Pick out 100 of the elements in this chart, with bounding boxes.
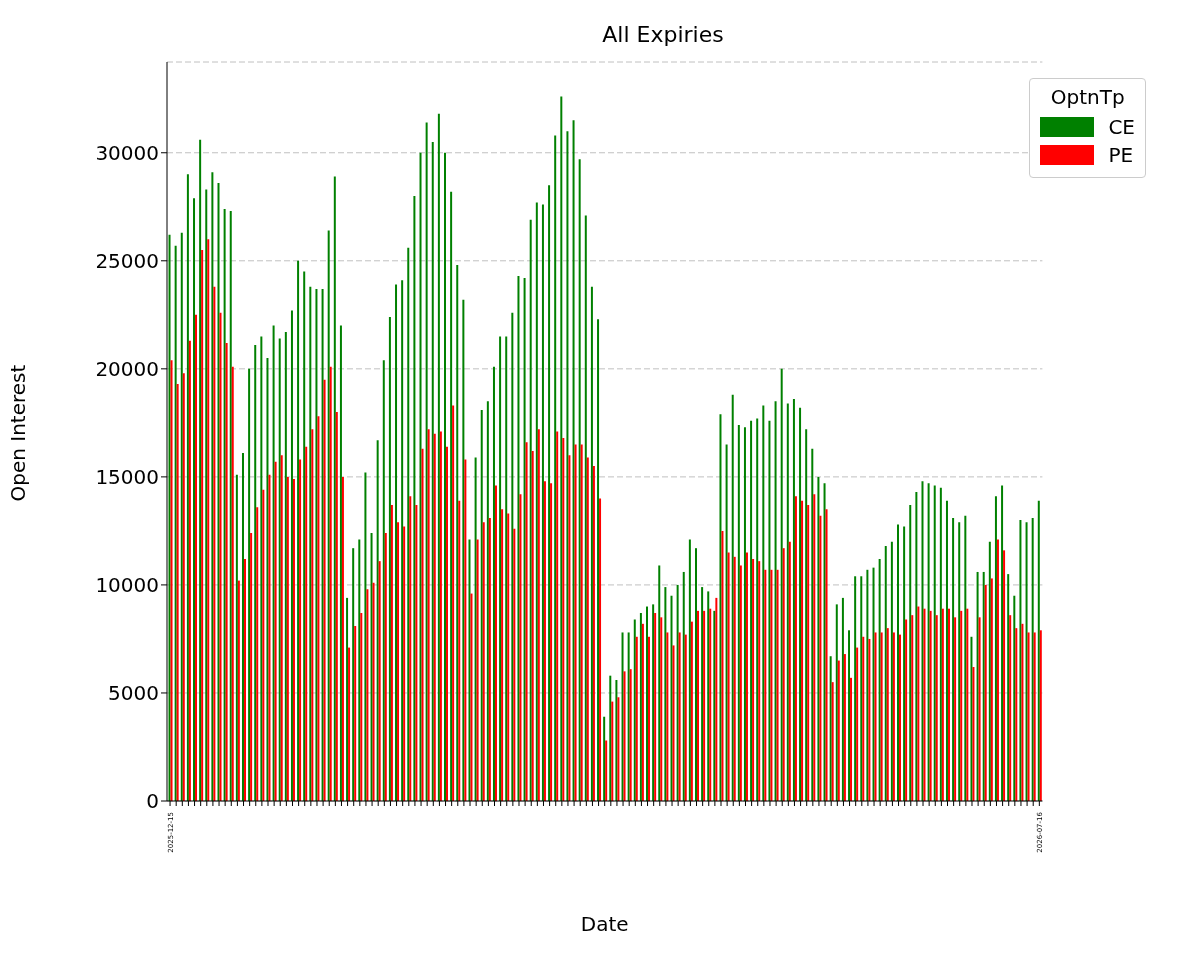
bar — [994, 496, 997, 801]
bar — [456, 265, 459, 801]
bar — [905, 619, 908, 801]
bar — [923, 608, 926, 801]
bar — [660, 617, 663, 801]
bar — [360, 613, 363, 801]
bar — [299, 459, 302, 801]
y-tick-label: 20000 — [95, 356, 159, 381]
bar — [972, 667, 975, 801]
y-tick-label: 5000 — [108, 681, 159, 706]
bar — [731, 394, 734, 801]
y-axis-title: Open Interest — [6, 364, 31, 502]
bar — [513, 528, 516, 801]
bar — [984, 584, 987, 801]
bar — [823, 483, 826, 801]
bar — [568, 455, 571, 801]
bar — [464, 459, 467, 801]
bar — [807, 504, 810, 801]
bar — [592, 466, 595, 801]
bar — [854, 576, 857, 801]
bar — [739, 565, 742, 801]
bar — [1031, 517, 1034, 801]
bar — [903, 526, 906, 801]
bar — [676, 584, 679, 801]
bar — [770, 569, 773, 801]
bar — [266, 358, 269, 801]
bar — [217, 183, 220, 801]
bar — [235, 474, 238, 801]
bar — [297, 260, 300, 801]
y-tick-label: 10000 — [95, 573, 159, 598]
bar — [666, 632, 669, 801]
bar — [743, 427, 746, 801]
bar — [941, 608, 944, 801]
bar — [268, 474, 271, 801]
bar — [684, 634, 687, 801]
bar — [829, 656, 832, 801]
bar — [715, 597, 718, 801]
bar — [737, 425, 740, 801]
bar — [305, 446, 308, 801]
bar — [629, 669, 632, 801]
bar — [476, 539, 479, 801]
bar — [321, 288, 324, 801]
bar — [890, 541, 893, 801]
bar — [947, 608, 950, 801]
bar — [274, 461, 277, 801]
bar — [848, 630, 851, 801]
bar — [262, 489, 265, 801]
bar — [462, 299, 465, 801]
bar — [352, 548, 355, 801]
bar — [599, 498, 602, 801]
bar — [425, 122, 428, 801]
bar — [874, 632, 877, 801]
bar — [635, 636, 638, 801]
bar — [615, 679, 618, 801]
bar — [468, 539, 471, 801]
bar — [229, 211, 232, 801]
bar — [856, 647, 859, 801]
bar — [421, 448, 424, 801]
bar — [507, 513, 510, 801]
bar — [1015, 628, 1018, 801]
bar — [672, 645, 675, 801]
bar — [703, 610, 706, 801]
bar — [272, 325, 275, 801]
bar — [909, 504, 912, 801]
bar — [1003, 550, 1006, 801]
bar — [884, 546, 887, 801]
bar — [494, 485, 497, 801]
bar — [201, 249, 204, 801]
bar — [444, 152, 446, 801]
bar — [733, 556, 736, 801]
bar — [556, 431, 559, 801]
bar — [458, 500, 461, 801]
bar — [709, 608, 712, 801]
bar — [690, 621, 693, 801]
bar — [1001, 485, 1004, 801]
bar — [750, 420, 753, 801]
bar — [584, 215, 587, 801]
bar — [792, 399, 795, 801]
bar — [837, 660, 840, 801]
bar — [639, 613, 642, 801]
bar — [935, 615, 938, 801]
bar — [182, 373, 185, 801]
bar — [286, 476, 289, 801]
bar — [525, 442, 528, 801]
bar — [978, 617, 981, 801]
bar — [768, 420, 771, 801]
bar — [413, 195, 416, 801]
bar — [388, 316, 391, 801]
bar — [241, 453, 244, 801]
bar — [382, 360, 385, 801]
bar — [186, 174, 189, 801]
bar — [517, 275, 520, 801]
bar — [419, 152, 422, 801]
bar — [1033, 632, 1036, 801]
y-tick-label: 30000 — [95, 140, 159, 165]
bar — [395, 284, 398, 801]
bar — [788, 541, 791, 801]
bar — [996, 539, 999, 801]
bar — [899, 634, 901, 801]
bar — [670, 595, 673, 801]
